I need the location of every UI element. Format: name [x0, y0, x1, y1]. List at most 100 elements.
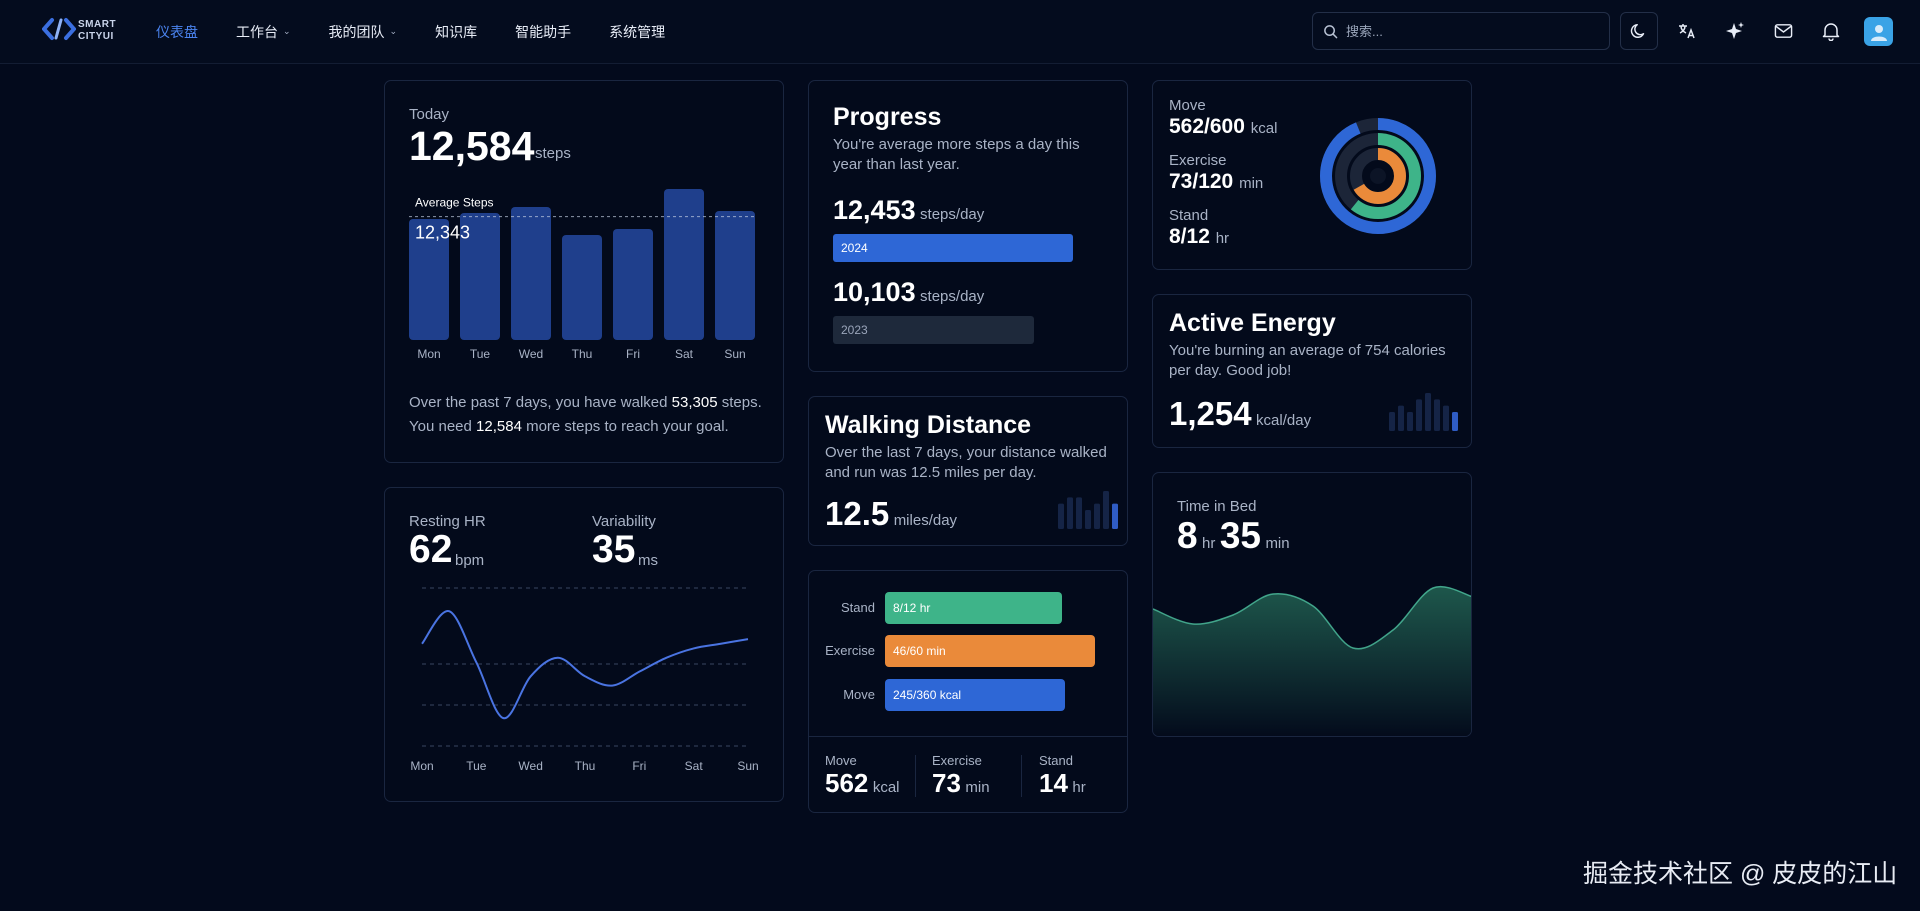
footer-divider — [1021, 755, 1022, 797]
nav-item-assistant[interactable]: 智能助手 — [515, 23, 572, 40]
user-icon — [1870, 24, 1887, 41]
theme-toggle-button[interactable] — [1620, 12, 1658, 50]
search-box[interactable] — [1312, 12, 1610, 50]
ring-stand — [1350, 148, 1406, 204]
heart-rate-card: Resting HR 62 bpm Variability 35 ms Mon T… — [384, 487, 784, 802]
progress-2024-value: 12,453 steps/day — [833, 195, 985, 225]
ai-assistant-button[interactable] — [1716, 12, 1754, 50]
energy-value: 1,254 kcal/day — [1169, 395, 1312, 432]
nav-item-team[interactable]: 我的团队 ⌄ — [328, 23, 398, 40]
ring-move-label: Move — [1169, 97, 1206, 114]
hr-x-label: Mon — [410, 759, 433, 773]
ring-exercise-value: 73/120 min — [1169, 170, 1264, 193]
progress-bar-2024: 2024 — [833, 234, 1073, 262]
step-bar-mon — [409, 219, 449, 340]
today-label: Today — [409, 106, 450, 123]
exercise-label: Exercise — [825, 643, 875, 658]
energy-mini-chart — [1389, 393, 1458, 431]
energy-mini-bar — [1398, 405, 1404, 431]
energy-title: Active Energy — [1169, 309, 1336, 337]
time-in-bed-card: Time in Bed 8 hr 35 min — [1152, 472, 1472, 737]
nav-item-system[interactable]: 系统管理 — [609, 23, 666, 40]
walking-desc: Over the last 7 days, your distance walk… — [825, 444, 1107, 481]
variability-label: Variability — [592, 513, 656, 530]
ring-center — [1370, 168, 1386, 184]
hr-x-label: Thu — [575, 759, 596, 773]
step-bar-fri — [613, 229, 653, 340]
step-bar-tue — [460, 213, 500, 340]
hr-x-label: Wed — [518, 759, 542, 773]
main-nav: 仪表盘 工作台 ⌄ 我的团队 ⌄ 知识库 智能助手 系统管理 — [156, 0, 703, 63]
nav-item-dashboard[interactable]: 仪表盘 — [156, 23, 198, 40]
average-value: 12,343 — [415, 223, 470, 243]
walking-mini-bar — [1103, 491, 1109, 529]
progress-desc: You're average more steps a day this yea… — [833, 136, 1080, 173]
step-x-label: Thu — [572, 347, 593, 361]
progress-title: Progress — [833, 103, 942, 131]
footer-divider — [915, 755, 916, 797]
walking-mini-bar — [1094, 503, 1100, 529]
steps-summary: Over the past 7 days, you have walked 53… — [409, 394, 762, 435]
footer-move: Move 562 kcal — [825, 753, 900, 798]
resting-hr-value: 62 — [409, 528, 453, 571]
hr-x-label: Tue — [466, 759, 487, 773]
hr-x-label: Fri — [632, 759, 646, 773]
step-bar-wed — [511, 207, 551, 340]
step-x-label: Sat — [675, 347, 694, 361]
time-in-bed-area-chart — [1153, 585, 1471, 736]
logo-text: SMART CITYUI — [78, 19, 117, 42]
resting-hr-label: Resting HR — [409, 513, 486, 530]
today-steps-value: 12,584 — [409, 123, 535, 169]
ring-exercise-label: Exercise — [1169, 152, 1227, 169]
walking-title: Walking Distance — [825, 411, 1032, 439]
mail-button[interactable] — [1764, 12, 1802, 50]
energy-mini-bar — [1407, 412, 1413, 431]
ring-stand-value: 8/12 hr — [1169, 225, 1230, 248]
hr-x-label: Sat — [685, 759, 704, 773]
energy-mini-bar — [1434, 399, 1440, 431]
energy-mini-bar — [1416, 399, 1422, 431]
walking-mini-bar — [1112, 503, 1118, 529]
average-label: Average Steps — [415, 196, 494, 210]
app-logo[interactable]: SMART CITYUI — [41, 17, 122, 45]
stand-bar: 8/12 hr — [885, 592, 1062, 624]
bed-label: Time in Bed — [1177, 498, 1257, 515]
energy-mini-bar — [1389, 412, 1395, 431]
bed-area-fill — [1153, 586, 1471, 736]
footer-stand: Stand 14 hr — [1039, 753, 1086, 798]
nav-item-knowledge[interactable]: 知识库 — [435, 23, 478, 40]
step-x-label: Wed — [519, 347, 543, 361]
step-x-label: Fri — [626, 347, 640, 361]
steps-card: Today 12,584 steps Mon Tue Wed Thu Fri Sat Sun… — [384, 80, 784, 463]
moon-icon — [1630, 23, 1645, 38]
ring-stand-label: Stand — [1169, 207, 1209, 224]
variability-value: 35 — [592, 528, 636, 571]
language-button[interactable] — [1668, 12, 1706, 50]
bed-value: 8 hr 35 min — [1177, 515, 1290, 556]
heart-rate-line — [421, 610, 749, 720]
activity-rings-chart — [1320, 118, 1436, 234]
heart-rate-line-chart: Mon Tue Wed Thu Fri Sat Sun — [410, 587, 759, 773]
progress-card: Progress You're average more steps a day… — [808, 80, 1128, 372]
ring-move-value: 562/600 kcal — [1169, 115, 1278, 138]
bell-icon — [1822, 23, 1840, 41]
user-avatar[interactable] — [1864, 17, 1893, 46]
energy-mini-bar — [1452, 412, 1458, 431]
translate-icon — [1679, 24, 1695, 39]
today-steps-unit: steps — [535, 145, 571, 162]
variability-unit: ms — [638, 552, 658, 569]
walking-mini-bar — [1067, 497, 1073, 529]
walking-mini-bar — [1085, 510, 1091, 529]
notifications-button[interactable] — [1812, 12, 1850, 50]
resting-hr-unit: bpm — [455, 552, 485, 569]
activity-card: Stand 8/12 hr Exercise 46/60 min Move 24… — [808, 570, 1128, 813]
footer-exercise: Exercise 73 min — [932, 753, 990, 798]
walking-distance-card: Walking Distance Over the last 7 days, y… — [808, 396, 1128, 546]
nav-item-workbench[interactable]: 工作台 ⌄ — [236, 23, 291, 40]
search-input[interactable] — [1344, 22, 1588, 40]
move-bar: 245/360 kcal — [885, 679, 1065, 711]
top-navigation-bar: SMART CITYUI 仪表盘 工作台 ⌄ 我的团队 ⌄ 知识库 智能助手 系统管… — [0, 0, 1920, 64]
energy-mini-bar — [1425, 393, 1431, 431]
energy-desc: You're burning an average of 754 calorie… — [1169, 342, 1446, 379]
chevron-down-icon: ⌄ — [283, 26, 291, 36]
